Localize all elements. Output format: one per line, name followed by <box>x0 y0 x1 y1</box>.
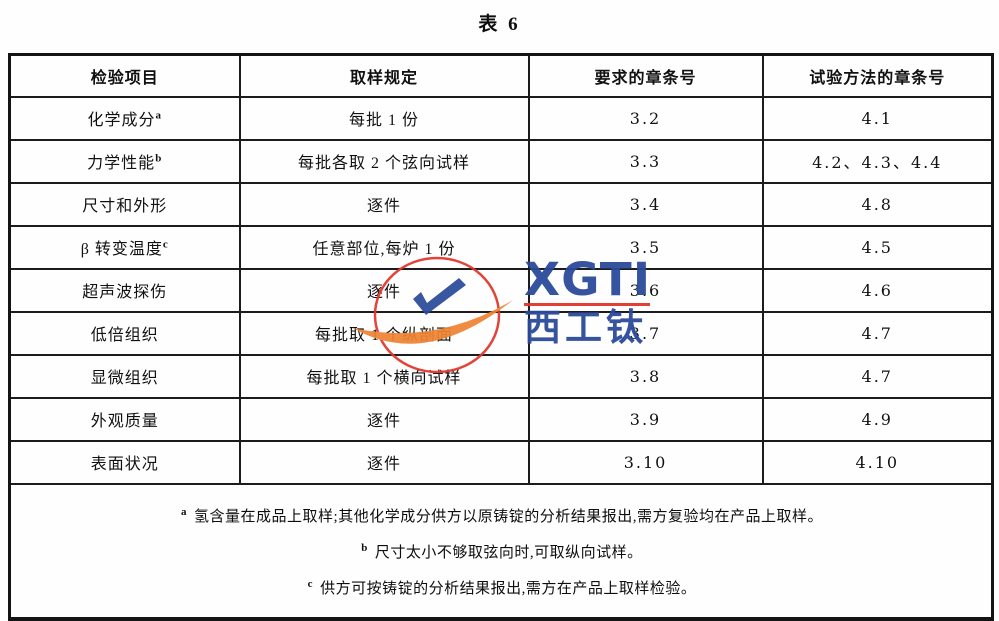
item-label: 尺寸和外形 <box>82 198 168 215</box>
cell-method-clause: 4.10 <box>761 439 994 485</box>
footnote-marker: a <box>155 109 162 122</box>
cell-inspection-item: 力学性能b <box>8 138 241 184</box>
cell-method-clause: 4.8 <box>761 181 994 227</box>
cell-requirement-clause: 3.4 <box>527 181 764 227</box>
cell-sampling-rule: 每批 1 份 <box>238 95 530 141</box>
item-label: 外观质量 <box>90 413 159 430</box>
cell-inspection-item: 显微组织 <box>8 353 241 399</box>
cell-sampling-rule: 每批各取 2 个弦向试样 <box>238 138 530 184</box>
item-label: 超声波探伤 <box>82 284 168 301</box>
cell-inspection-item: β 转变温度c <box>8 224 241 270</box>
footnote-marker: a <box>181 505 188 518</box>
table-row: 表面状况 逐件 3.10 4.10 <box>8 439 994 485</box>
item-label: 低倍组织 <box>90 327 159 344</box>
header-row: 检验项目 取样规定 要求的章条号 试验方法的章条号 <box>8 53 994 98</box>
footnotes-row: a 氢含量在成品上取样;其他化学成分供方以原铸锭的分析结果报出,需方复验均在产品上… <box>8 482 994 620</box>
cell-method-clause: 4.9 <box>761 396 994 442</box>
cell-method-clause: 4.7 <box>761 310 994 356</box>
cell-method-clause: 4.1 <box>761 95 994 141</box>
cell-requirement-clause: 3.8 <box>527 353 764 399</box>
footnote-text: 氢含量在成品上取样;其他化学成分供方以原铸锭的分析结果报出,需方复验均在产品上取… <box>194 508 823 525</box>
cell-method-clause: 4.6 <box>761 267 994 313</box>
footnotes-cell: a 氢含量在成品上取样;其他化学成分供方以原铸锭的分析结果报出,需方复验均在产品上… <box>8 482 994 620</box>
cell-method-clause: 4.5 <box>761 224 994 270</box>
cell-sampling-rule: 任意部位,每炉 1 份 <box>238 224 530 270</box>
table-row: 超声波探伤 逐件 3.6 4.6 <box>8 267 994 313</box>
cell-sampling-rule: 逐件 <box>238 396 530 442</box>
cell-inspection-item: 尺寸和外形 <box>8 181 241 227</box>
cell-sampling-rule: 逐件 <box>238 267 530 313</box>
table-row: 化学成分a 每批 1 份 3.2 4.1 <box>8 95 994 141</box>
footnote-marker: c <box>307 577 314 590</box>
cell-requirement-clause: 3.3 <box>527 138 764 184</box>
cell-method-clause: 4.7 <box>761 353 994 399</box>
item-label: β 转变温度 <box>80 241 163 258</box>
table-row: β 转变温度c 任意部位,每炉 1 份 3.5 4.5 <box>8 224 994 270</box>
footnote-marker: c <box>162 238 169 251</box>
footnote-text: 供方可按铸锭的分析结果报出,需方在产品上取样检验。 <box>320 580 697 597</box>
column-header-req: 要求的章条号 <box>527 53 764 98</box>
cell-inspection-item: 超声波探伤 <box>8 267 241 313</box>
footnote-marker: b <box>155 152 163 165</box>
column-header-method: 试验方法的章条号 <box>761 53 994 98</box>
cell-requirement-clause: 3.6 <box>527 267 764 313</box>
cell-method-clause: 4.2、4.3、4.4 <box>761 138 994 184</box>
inspection-table: 检验项目 取样规定 要求的章条号 试验方法的章条号 化学成分a 每批 1 份 3… <box>8 53 994 621</box>
cell-requirement-clause: 3.7 <box>527 310 764 356</box>
footnote-marker: b <box>361 541 368 554</box>
cell-requirement-clause: 3.2 <box>527 95 764 141</box>
item-label: 表面状况 <box>90 456 159 473</box>
cell-requirement-clause: 3.5 <box>527 224 764 270</box>
cell-requirement-clause: 3.9 <box>527 396 764 442</box>
cell-sampling-rule: 逐件 <box>238 181 530 227</box>
footnote: b 尺寸太小不够取弦向时,可取纵向试样。 <box>31 541 973 562</box>
cell-inspection-item: 低倍组织 <box>8 310 241 356</box>
table-title: 表 6 <box>478 14 521 35</box>
cell-requirement-clause: 3.10 <box>527 439 764 485</box>
table-row: 显微组织 每批取 1 个横向试样 3.8 4.7 <box>8 353 994 399</box>
footnote: a 氢含量在成品上取样;其他化学成分供方以原铸锭的分析结果报出,需方复验均在产品上… <box>31 505 973 526</box>
footnote-text: 尺寸太小不够取弦向时,可取纵向试样。 <box>374 544 643 561</box>
table-row: 尺寸和外形 逐件 3.4 4.8 <box>8 181 994 227</box>
cell-inspection-item: 化学成分a <box>8 95 241 141</box>
cell-sampling-rule: 逐件 <box>238 439 530 485</box>
cell-inspection-item: 表面状况 <box>8 439 241 485</box>
item-label: 显微组织 <box>90 370 159 387</box>
table-row: 力学性能b 每批各取 2 个弦向试样 3.3 4.2、4.3、4.4 <box>8 138 994 184</box>
column-header-sampling: 取样规定 <box>238 53 530 98</box>
item-label: 力学性能 <box>87 155 156 172</box>
column-header-item: 检验项目 <box>8 53 241 98</box>
footnote: c 供方可按铸锭的分析结果报出,需方在产品上取样检验。 <box>31 577 973 598</box>
item-label: 化学成分 <box>87 112 156 129</box>
cell-sampling-rule: 每批取 1 个纵剖面 <box>238 310 530 356</box>
table-row: 外观质量 逐件 3.9 4.9 <box>8 396 994 442</box>
cell-inspection-item: 外观质量 <box>8 396 241 442</box>
cell-sampling-rule: 每批取 1 个横向试样 <box>238 353 530 399</box>
table-row: 低倍组织 每批取 1 个纵剖面 3.7 4.7 <box>8 310 994 356</box>
